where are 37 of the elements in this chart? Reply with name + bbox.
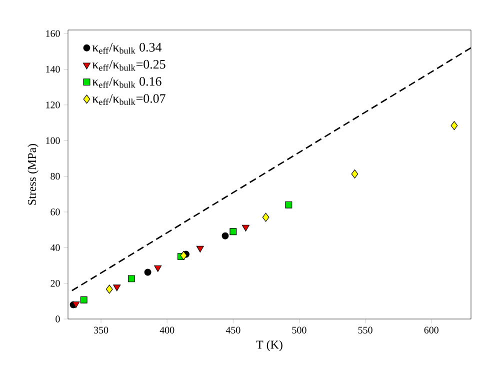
point (72, 302, 80, 308)
point (196, 246, 204, 252)
x-tick-label: 350 (94, 326, 108, 334)
point (154, 265, 162, 272)
point (128, 275, 135, 282)
y-tick-label: 0 (56, 316, 60, 322)
point (450, 121, 458, 130)
x-tick-label: 550 (358, 326, 372, 334)
x-tick-label: 500 (292, 326, 306, 334)
y-tick-label: 140 (46, 66, 60, 73)
point (113, 284, 121, 292)
point (106, 284, 113, 294)
x-tick-label: 450 (226, 326, 240, 334)
point (80, 296, 88, 304)
y-tick-label: 80 (50, 172, 60, 180)
y-tick-label: 120 (46, 102, 60, 108)
point (230, 228, 237, 236)
y-tick-label: 40 (50, 244, 60, 251)
legend-label: κ$_{eff}$/κ$_{bulk}$=0.07 (92, 94, 166, 106)
x-tick-label: 600 (424, 326, 438, 334)
y-axis-title: Stress (MPa) (28, 144, 38, 205)
point (285, 201, 292, 208)
y-tick-label: 160 (46, 30, 60, 37)
x-axis-title: T (K) (256, 340, 282, 352)
point (262, 212, 270, 222)
legend-label: κ$_{eff}$/κ$_{bulk}$ 0.16 (92, 77, 162, 88)
point (222, 232, 229, 240)
y-tick-label: 20 (50, 280, 60, 287)
legend-label: κ$_{eff}$/κ$_{bulk}$=0.25 (92, 60, 166, 71)
point (351, 169, 358, 178)
x-tick-label: 400 (160, 326, 174, 334)
point (144, 268, 152, 276)
y-tick-label: 60 (50, 208, 60, 216)
point (180, 251, 188, 260)
legend-label: κ$_{eff}$/κ$_{bulk}$ 0.34 (92, 42, 162, 54)
y-tick-label: 100 (46, 137, 60, 144)
point (242, 224, 250, 232)
